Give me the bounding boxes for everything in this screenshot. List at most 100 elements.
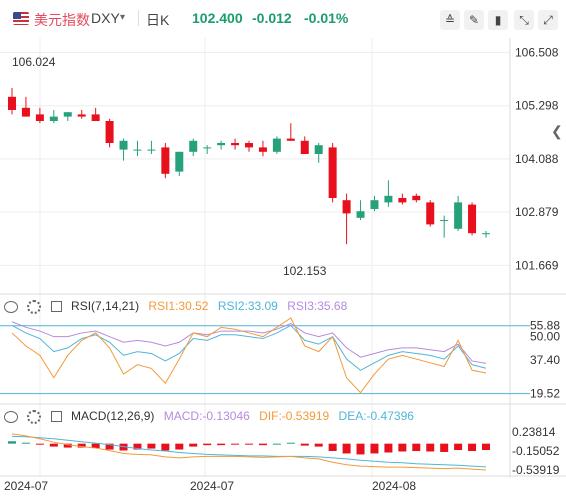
candle-body — [161, 147, 170, 174]
candle-body — [91, 114, 100, 121]
rsi-tick-label: 19.52 — [530, 387, 560, 401]
chart-header: 美元指数 DXY ▾ 日K 102.400 -0.012 -0.01% ≙ ✎ … — [0, 0, 566, 38]
macd-bar — [63, 443, 72, 448]
candlesticks — [8, 88, 490, 245]
y-tick-label: 106.508 — [515, 45, 559, 59]
macd-bar — [426, 443, 435, 452]
price-change-pct: -0.01% — [304, 10, 349, 26]
chevron-left-icon[interactable]: ❮ — [551, 123, 563, 139]
macd-bar — [272, 443, 281, 445]
macd-lines — [11, 433, 487, 471]
eye-icon[interactable] — [4, 410, 18, 423]
candle-body — [286, 138, 295, 141]
macd-bar — [231, 443, 240, 445]
high-annotation: 106.024 — [12, 55, 56, 69]
x-axis: 2024-07 2024-07 2024-08 — [0, 475, 566, 493]
macd-tick-label: -0.53919 — [512, 463, 560, 477]
checkbox-icon[interactable] — [50, 411, 62, 423]
y-tick-label: 102.879 — [515, 205, 559, 219]
macd-bar — [245, 443, 253, 445]
eye-icon[interactable] — [4, 300, 18, 313]
macd-bar — [189, 443, 198, 447]
rsi2-line — [11, 324, 487, 371]
macd-bar — [49, 443, 58, 447]
macd-bar — [35, 443, 44, 445]
rsi-title: RSI(7,14,21) — [71, 299, 140, 313]
macd-title: MACD(12,26,9) — [71, 409, 155, 423]
measure-icon[interactable]: ≙ — [440, 10, 460, 30]
candle-body — [300, 140, 309, 154]
rsi-legend: RSI(7,14,21) RSI1:30.52 RSI2:33.09 RSI3:… — [4, 299, 353, 315]
candle-body — [426, 202, 435, 225]
rsi-grid — [0, 293, 566, 395]
macd-bar — [175, 443, 184, 450]
candle-body — [440, 220, 449, 221]
candle-body — [245, 143, 253, 148]
rsi3-line — [11, 321, 487, 364]
us-flag-icon — [13, 12, 29, 25]
macd-bar — [286, 442, 295, 444]
dea-line — [11, 435, 487, 468]
y-tick-label: 105.298 — [515, 99, 559, 113]
period-selector[interactable]: 日K — [146, 12, 170, 28]
candle-body — [8, 96, 16, 110]
macd-tick-label: -0.15052 — [512, 444, 560, 458]
candle-body — [119, 140, 128, 150]
rsi1-line — [11, 317, 487, 394]
candle-body — [35, 114, 44, 121]
rsi-lines — [11, 317, 487, 394]
macd-bar — [384, 443, 393, 453]
macd-legend: MACD(12,26,9) MACD:-0.13046 DIF:-0.53919… — [4, 409, 420, 425]
candle-body — [328, 147, 337, 198]
candle-body — [356, 211, 365, 218]
rsi-tick-label: 55.88 — [530, 319, 560, 333]
macd-bar — [147, 443, 156, 449]
macd-bar — [356, 443, 365, 455]
candle-body — [49, 116, 58, 121]
checkbox-icon[interactable] — [50, 301, 62, 313]
candle-body — [342, 200, 351, 214]
collapse-icon[interactable]: ⤡ — [514, 10, 534, 30]
macd-histogram — [8, 441, 490, 455]
macd-bar — [8, 441, 16, 444]
fullscreen-icon[interactable]: ▮ — [488, 10, 508, 30]
macd-bar — [258, 443, 267, 446]
chevron-down-icon[interactable]: ▾ — [120, 12, 126, 23]
y-tick-label: 104.088 — [515, 152, 559, 166]
candle-body — [105, 121, 114, 143]
macd-bar — [91, 443, 100, 449]
candle-body — [203, 147, 212, 149]
main-grid — [0, 38, 511, 478]
price-change: -0.012 — [252, 10, 292, 26]
candle-body — [147, 149, 156, 151]
macd-bar — [398, 443, 407, 452]
rsi-tick-label: 37.40 — [530, 353, 560, 367]
symbol-code[interactable]: DXY — [91, 10, 120, 26]
macd-bar — [370, 443, 379, 454]
x-tick-label: 2024-07 — [4, 479, 48, 493]
macd-bar — [133, 443, 142, 450]
macd-tick-label: 0.23814 — [512, 425, 556, 439]
candle-body — [189, 140, 198, 152]
candle-body — [77, 114, 86, 117]
macd-bar — [440, 443, 449, 452]
candle-body — [231, 143, 240, 146]
pen-icon[interactable]: ✎ — [464, 10, 484, 30]
y-tick-label: 101.669 — [515, 258, 559, 272]
macd-bar — [342, 443, 351, 454]
expand-icon[interactable]: ⤢ — [538, 10, 558, 30]
gear-icon[interactable] — [27, 409, 42, 424]
candle-body — [412, 195, 421, 201]
macd-bar — [482, 443, 490, 451]
candle-body — [398, 198, 407, 203]
symbol-name[interactable]: 美元指数 — [34, 12, 90, 28]
macd-bar — [314, 443, 323, 447]
macd-bar — [454, 443, 463, 451]
macd-bar — [412, 443, 421, 451]
macd-bar — [21, 442, 30, 444]
main-y-axis: 106.508 105.298 104.088 102.879 101.669 — [515, 45, 559, 272]
gear-icon[interactable] — [27, 299, 42, 314]
dea-value: DEA:-0.47396 — [338, 409, 414, 423]
